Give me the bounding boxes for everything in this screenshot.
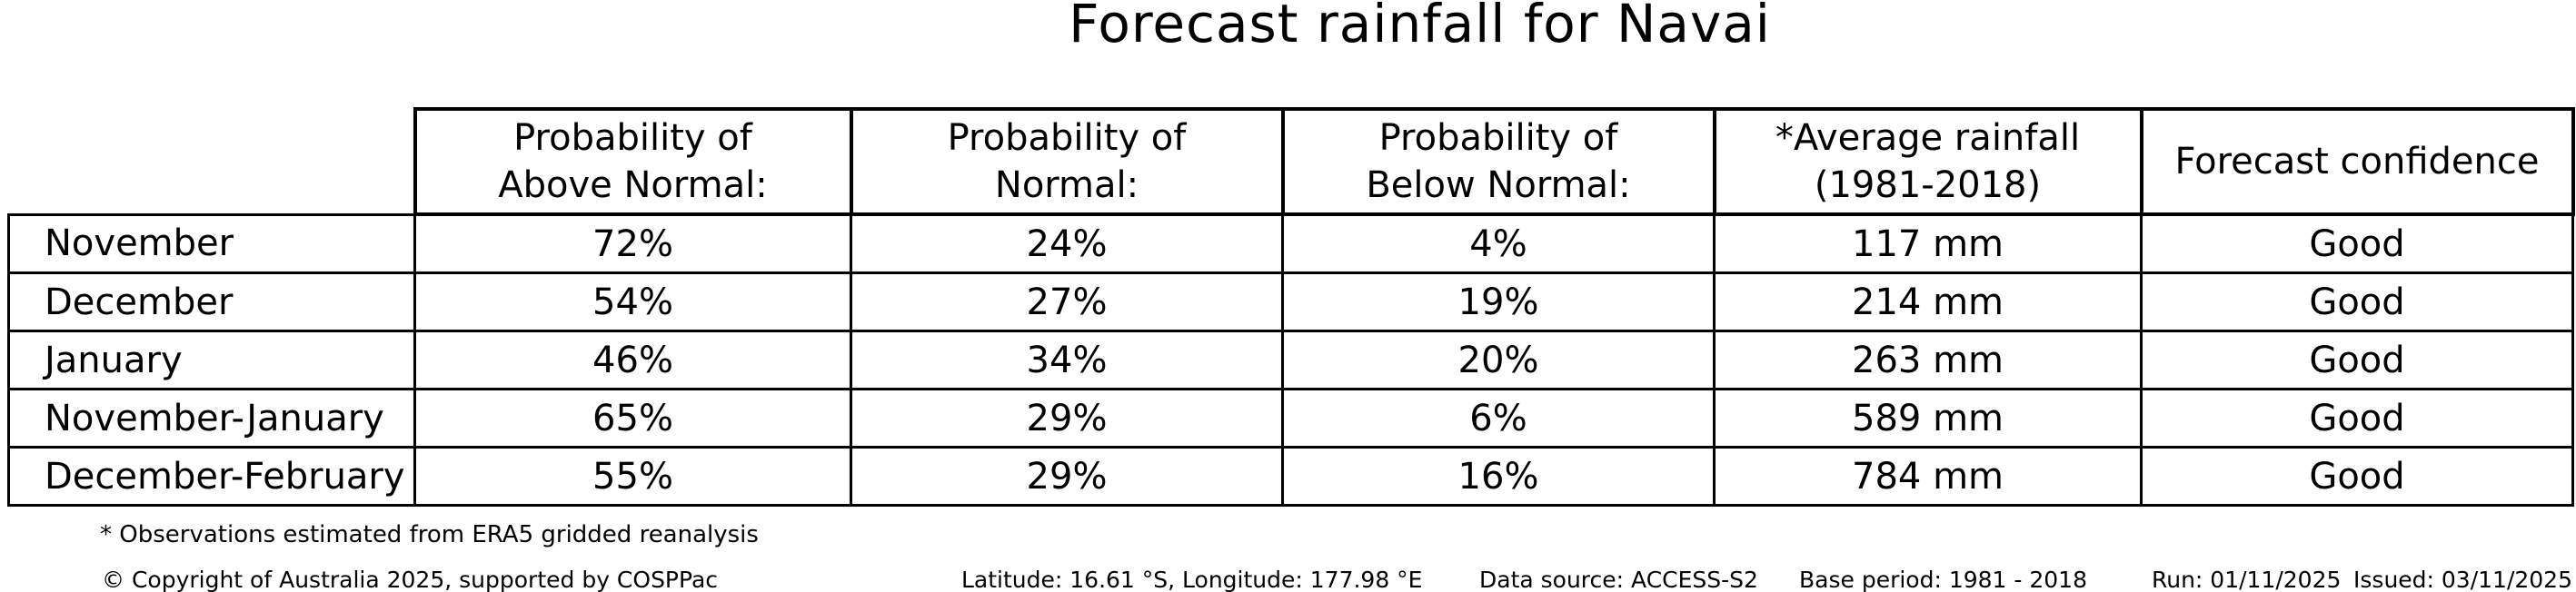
table-row-november-january: November-January 65% 29% 6% 589 mm Good [7,388,2574,449]
average-rainfall-value: 784 mm [1713,446,2143,507]
prob-above-value: 54% [413,271,852,332]
copyright-text: © Copyright of Australia 2025, supported… [102,567,719,592]
col-header-forecast-confidence: Forecast confidence [2139,107,2575,216]
confidence-value: Good [2140,330,2574,390]
prob-below-value: 16% [1281,446,1716,507]
prob-normal-value: 24% [850,212,1284,274]
period-label: December [7,271,416,332]
col-header-prob-normal: Probability of Normal: [849,107,1285,216]
forecast-table: Probability of Above Normal: Probability… [7,107,2575,507]
observations-footnote: * Observations estimated from ERA5 gridd… [100,521,759,548]
run-date-text: Run: 01/11/2025 [2152,567,2342,592]
corner-empty-cell [8,109,415,214]
prob-normal-value: 29% [850,388,1284,449]
prob-normal-value: 27% [850,271,1284,332]
prob-above-value: 65% [413,388,852,449]
prob-below-value: 4% [1281,212,1716,274]
prob-above-value: 72% [413,212,852,274]
table-row-december: December 54% 27% 19% 214 mm Good [7,271,2574,332]
prob-below-value: 19% [1281,271,1716,332]
prob-above-value: 55% [413,446,852,507]
average-rainfall-value: 117 mm [1713,212,2143,274]
period-label: December-February [7,446,416,507]
prob-below-value: 6% [1281,388,1716,449]
col-header-prob-below-normal: Probability of Below Normal: [1280,107,1716,216]
location-coordinates: Latitude: 16.61 °S, Longitude: 177.98 °E [961,567,1423,592]
prob-normal-value: 34% [850,330,1284,390]
prob-normal-value: 29% [850,446,1284,507]
issued-date-text: Issued: 03/11/2025 [2353,567,2572,592]
period-label: November [7,212,416,274]
average-rainfall-value: 589 mm [1713,388,2143,449]
confidence-value: Good [2140,271,2574,332]
confidence-value: Good [2140,388,2574,449]
prob-above-value: 46% [413,330,852,390]
data-source-text: Data source: ACCESS-S2 [1479,567,1758,592]
table-row-december-february: December-February 55% 29% 16% 784 mm Goo… [7,446,2574,507]
confidence-value: Good [2140,446,2574,507]
page-title: Forecast rainfall for Navai [1069,0,1771,54]
confidence-value: Good [2140,212,2574,274]
average-rainfall-value: 263 mm [1713,330,2143,390]
average-rainfall-value: 214 mm [1713,271,2143,332]
base-period-text: Base period: 1981 - 2018 [1799,567,2087,592]
table-row-november: November 72% 24% 4% 117 mm Good [7,212,2574,274]
prob-below-value: 20% [1281,330,1716,390]
table-row-january: January 46% 34% 20% 263 mm Good [7,330,2574,390]
col-header-average-rainfall: *Average rainfall (1981-2018) [1712,107,2143,216]
period-label: January [7,330,416,390]
col-header-prob-above-normal: Probability of Above Normal: [413,107,853,216]
period-label: November-January [7,388,416,449]
table-header-row: Probability of Above Normal: Probability… [8,107,2575,216]
